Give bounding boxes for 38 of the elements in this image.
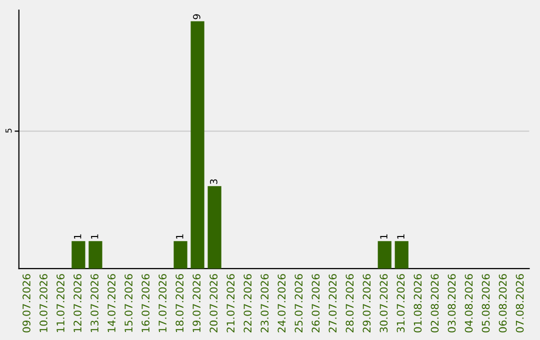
x-tick-label: 19.07.2026 bbox=[192, 274, 201, 332]
data-label: 9 bbox=[192, 14, 200, 20]
x-tick-label: 27.07.2026 bbox=[328, 274, 337, 332]
x-tick-label: 02.08.2026 bbox=[430, 274, 439, 332]
x-tick-label: 17.07.2026 bbox=[158, 274, 167, 332]
x-tick-label: 04.08.2026 bbox=[464, 274, 473, 332]
x-tick-label: 21.07.2026 bbox=[226, 274, 235, 332]
data-label: 1 bbox=[397, 234, 404, 239]
x-tick-label: 24.07.2026 bbox=[278, 274, 286, 332]
x-tick-label: 05.08.2026 bbox=[482, 274, 490, 332]
x-tick-label: 01.08.2026 bbox=[414, 274, 422, 332]
x-tick-label: 28.07.2026 bbox=[346, 274, 354, 332]
x-tick-label: 09.07.2026 bbox=[22, 274, 30, 332]
x-tick-label: 14.07.2026 bbox=[108, 274, 116, 332]
x-tick-label: 25.07.2026 bbox=[294, 274, 303, 332]
x-tick-label: 31.07.2026 bbox=[396, 274, 405, 332]
x-tick-label: 03.08.2026 bbox=[448, 274, 456, 332]
x-tick-label: 15.07.2026 bbox=[124, 274, 132, 332]
x-tick-label: 12.07.2026 bbox=[74, 274, 82, 332]
x-tick-label: 18.07.2026 bbox=[176, 274, 184, 332]
x-tick-label: 20.07.2026 bbox=[210, 274, 218, 332]
data-label: 1 bbox=[380, 234, 388, 239]
x-tick-label: 11.07.2026 bbox=[56, 274, 64, 332]
data-label: 1 bbox=[176, 234, 184, 239]
x-tick-label: 07.08.2026 bbox=[516, 274, 524, 332]
x-tick-label: 22.07.2026 bbox=[244, 274, 252, 332]
x-tick-label: 16.07.2026 bbox=[142, 274, 150, 332]
x-tick-label: 10.07.2026 bbox=[40, 274, 48, 332]
x-tick-label: 30.07.2026 bbox=[380, 274, 388, 332]
data-label: 1 bbox=[74, 234, 82, 239]
x-tick-label: 26.07.2026 bbox=[312, 274, 320, 332]
data-label: 3 bbox=[210, 179, 218, 184]
x-tick-label: 23.07.2026 bbox=[260, 274, 269, 332]
y-tick-label: 5 bbox=[6, 128, 12, 133]
x-tick-label: 29.07.2026 bbox=[362, 274, 371, 332]
x-tick-label: 06.08.2026 bbox=[498, 274, 507, 332]
x-tick-label: 13.07.2026 bbox=[90, 274, 98, 332]
data-label: 1 bbox=[91, 234, 98, 239]
